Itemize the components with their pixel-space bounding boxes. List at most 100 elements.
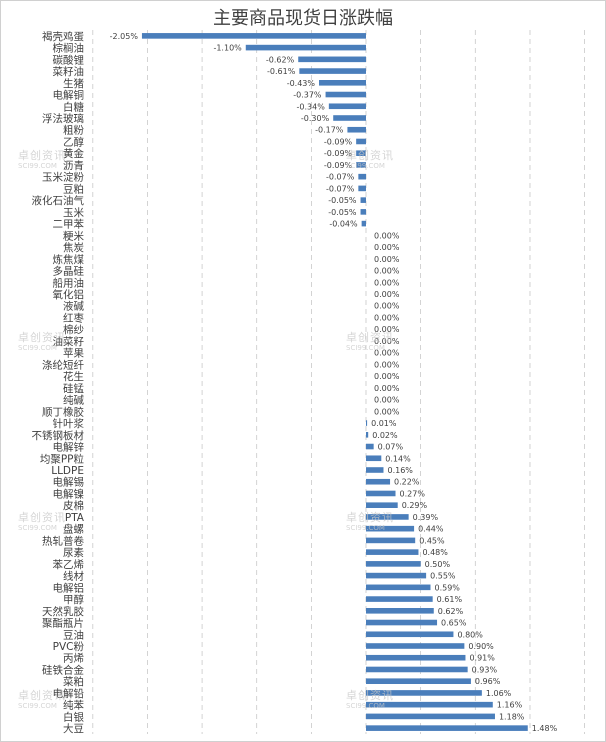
bar xyxy=(366,631,454,638)
watermark: 卓创资讯 SCI99.COM xyxy=(346,149,394,170)
value-label: 0.44% xyxy=(418,525,444,534)
category-label: LLDPE xyxy=(51,465,84,477)
category-label: 硅铁合金 xyxy=(42,663,84,676)
bar xyxy=(366,572,427,579)
bar xyxy=(366,690,482,696)
value-label: 0.55% xyxy=(430,572,456,581)
category-label: 纯碱 xyxy=(63,394,84,407)
value-label: 0.29% xyxy=(402,501,428,510)
bar xyxy=(366,713,495,720)
bar xyxy=(360,197,366,203)
category-label: 顺丁橡胶 xyxy=(42,405,84,418)
bar xyxy=(366,643,465,649)
category-label: 红枣 xyxy=(63,311,84,324)
category-label: 线材 xyxy=(63,570,84,583)
category-label: 豆油 xyxy=(63,628,84,641)
value-label: 0.48% xyxy=(422,548,448,557)
value-label: -0.62% xyxy=(266,55,295,64)
value-labels: -2.05% -1.10% -0.62% -0.61% -0.43% -0.37% -0.3… xyxy=(110,32,558,733)
category-label: 液化石油气 xyxy=(32,194,85,207)
category-label: 均聚PP粒 xyxy=(40,452,85,465)
value-label: -0.30% xyxy=(301,114,330,123)
bar xyxy=(141,33,366,39)
value-label: -0.09% xyxy=(324,137,353,146)
bar xyxy=(347,126,366,133)
bar xyxy=(366,432,369,438)
category-label: 炼焦煤 xyxy=(53,253,85,266)
value-label: 0.00% xyxy=(374,372,400,381)
bar xyxy=(366,502,398,508)
value-label: 0.45% xyxy=(419,536,445,545)
value-label: -0.07% xyxy=(326,173,355,182)
category-label: 热轧普卷 xyxy=(42,534,84,547)
bars xyxy=(141,33,528,731)
category-label: 浮法玻璃 xyxy=(42,112,84,125)
value-label: 0.00% xyxy=(374,255,400,264)
category-label: 纯苯 xyxy=(63,699,84,712)
bar xyxy=(356,150,366,156)
watermark: 卓创资讯 SCI99.COM xyxy=(346,689,394,710)
value-label: -0.61% xyxy=(267,67,296,76)
category-label: 焦炭 xyxy=(63,241,84,254)
category-label: 菜粕 xyxy=(63,675,84,688)
value-label: 0.50% xyxy=(425,560,451,569)
value-label: 0.90% xyxy=(468,642,494,651)
value-label: 0.62% xyxy=(438,607,464,616)
value-label: 0.00% xyxy=(374,313,400,322)
category-label: 硅锰 xyxy=(63,382,84,395)
category-label: 电解锡 xyxy=(53,476,85,489)
category-label: PTA xyxy=(65,512,85,524)
value-label: 0.27% xyxy=(400,489,426,498)
value-label: -0.05% xyxy=(328,208,357,217)
category-label: 液碱 xyxy=(63,300,84,313)
chart-title: 主要商品现货日涨跌幅 xyxy=(213,8,393,29)
category-label: 电解铝 xyxy=(53,581,85,594)
category-label: 菜籽油 xyxy=(53,65,85,78)
category-label: 氧化铝 xyxy=(53,288,85,301)
watermark: 卓创资讯 SCI99.COM xyxy=(346,511,394,532)
value-label: 0.00% xyxy=(374,302,400,311)
watermark: 卓创资讯 SCI99.COM xyxy=(18,149,66,170)
value-label: 0.00% xyxy=(374,396,400,405)
bar xyxy=(333,115,366,121)
bar xyxy=(360,209,366,215)
category-label: 玉米 xyxy=(63,206,84,219)
value-label: 0.00% xyxy=(374,278,400,287)
bar xyxy=(366,537,416,544)
category-label: 电解锌 xyxy=(53,441,85,454)
value-label: 0.00% xyxy=(374,360,400,369)
bar xyxy=(366,666,468,673)
bar xyxy=(298,56,366,63)
bar xyxy=(299,68,366,74)
value-label: -0.09% xyxy=(324,161,353,170)
category-label: 二甲苯 xyxy=(53,218,85,231)
value-label: -0.04% xyxy=(329,220,358,229)
category-label: 棉纱 xyxy=(63,323,84,336)
category-label: 花生 xyxy=(63,370,84,383)
value-label: 0.07% xyxy=(378,443,404,452)
category-label: 电解铜 xyxy=(53,89,85,102)
category-label: 甲醇 xyxy=(63,593,84,606)
bar xyxy=(366,420,368,426)
bar xyxy=(366,478,391,485)
value-label: -0.37% xyxy=(293,91,322,100)
watermark: 卓创资讯 SCI99.COM xyxy=(18,689,66,710)
value-label: -0.07% xyxy=(326,184,355,193)
category-label: 皮棉 xyxy=(63,499,84,512)
bar xyxy=(358,173,366,180)
bar xyxy=(245,44,366,51)
value-label: -0.34% xyxy=(297,102,326,111)
category-label: 乙醇 xyxy=(63,135,84,148)
value-label: -0.09% xyxy=(324,149,353,158)
value-label: 0.01% xyxy=(371,419,397,428)
value-label: 0.00% xyxy=(374,325,400,334)
bar xyxy=(366,443,374,450)
category-labels: 褐壳鸡蛋棕榈油碳酸锂菜籽油生猪电解铜白糖浮法玻璃粗粉乙醇黄金沥青玉米淀粉豆粕液化… xyxy=(32,30,85,735)
value-label: -0.43% xyxy=(287,79,316,88)
category-label: 苹果 xyxy=(63,347,84,360)
value-label: 0.00% xyxy=(374,384,400,393)
category-label: 白银 xyxy=(63,710,84,723)
bar xyxy=(366,596,433,602)
category-label: 豆粕 xyxy=(63,182,84,195)
